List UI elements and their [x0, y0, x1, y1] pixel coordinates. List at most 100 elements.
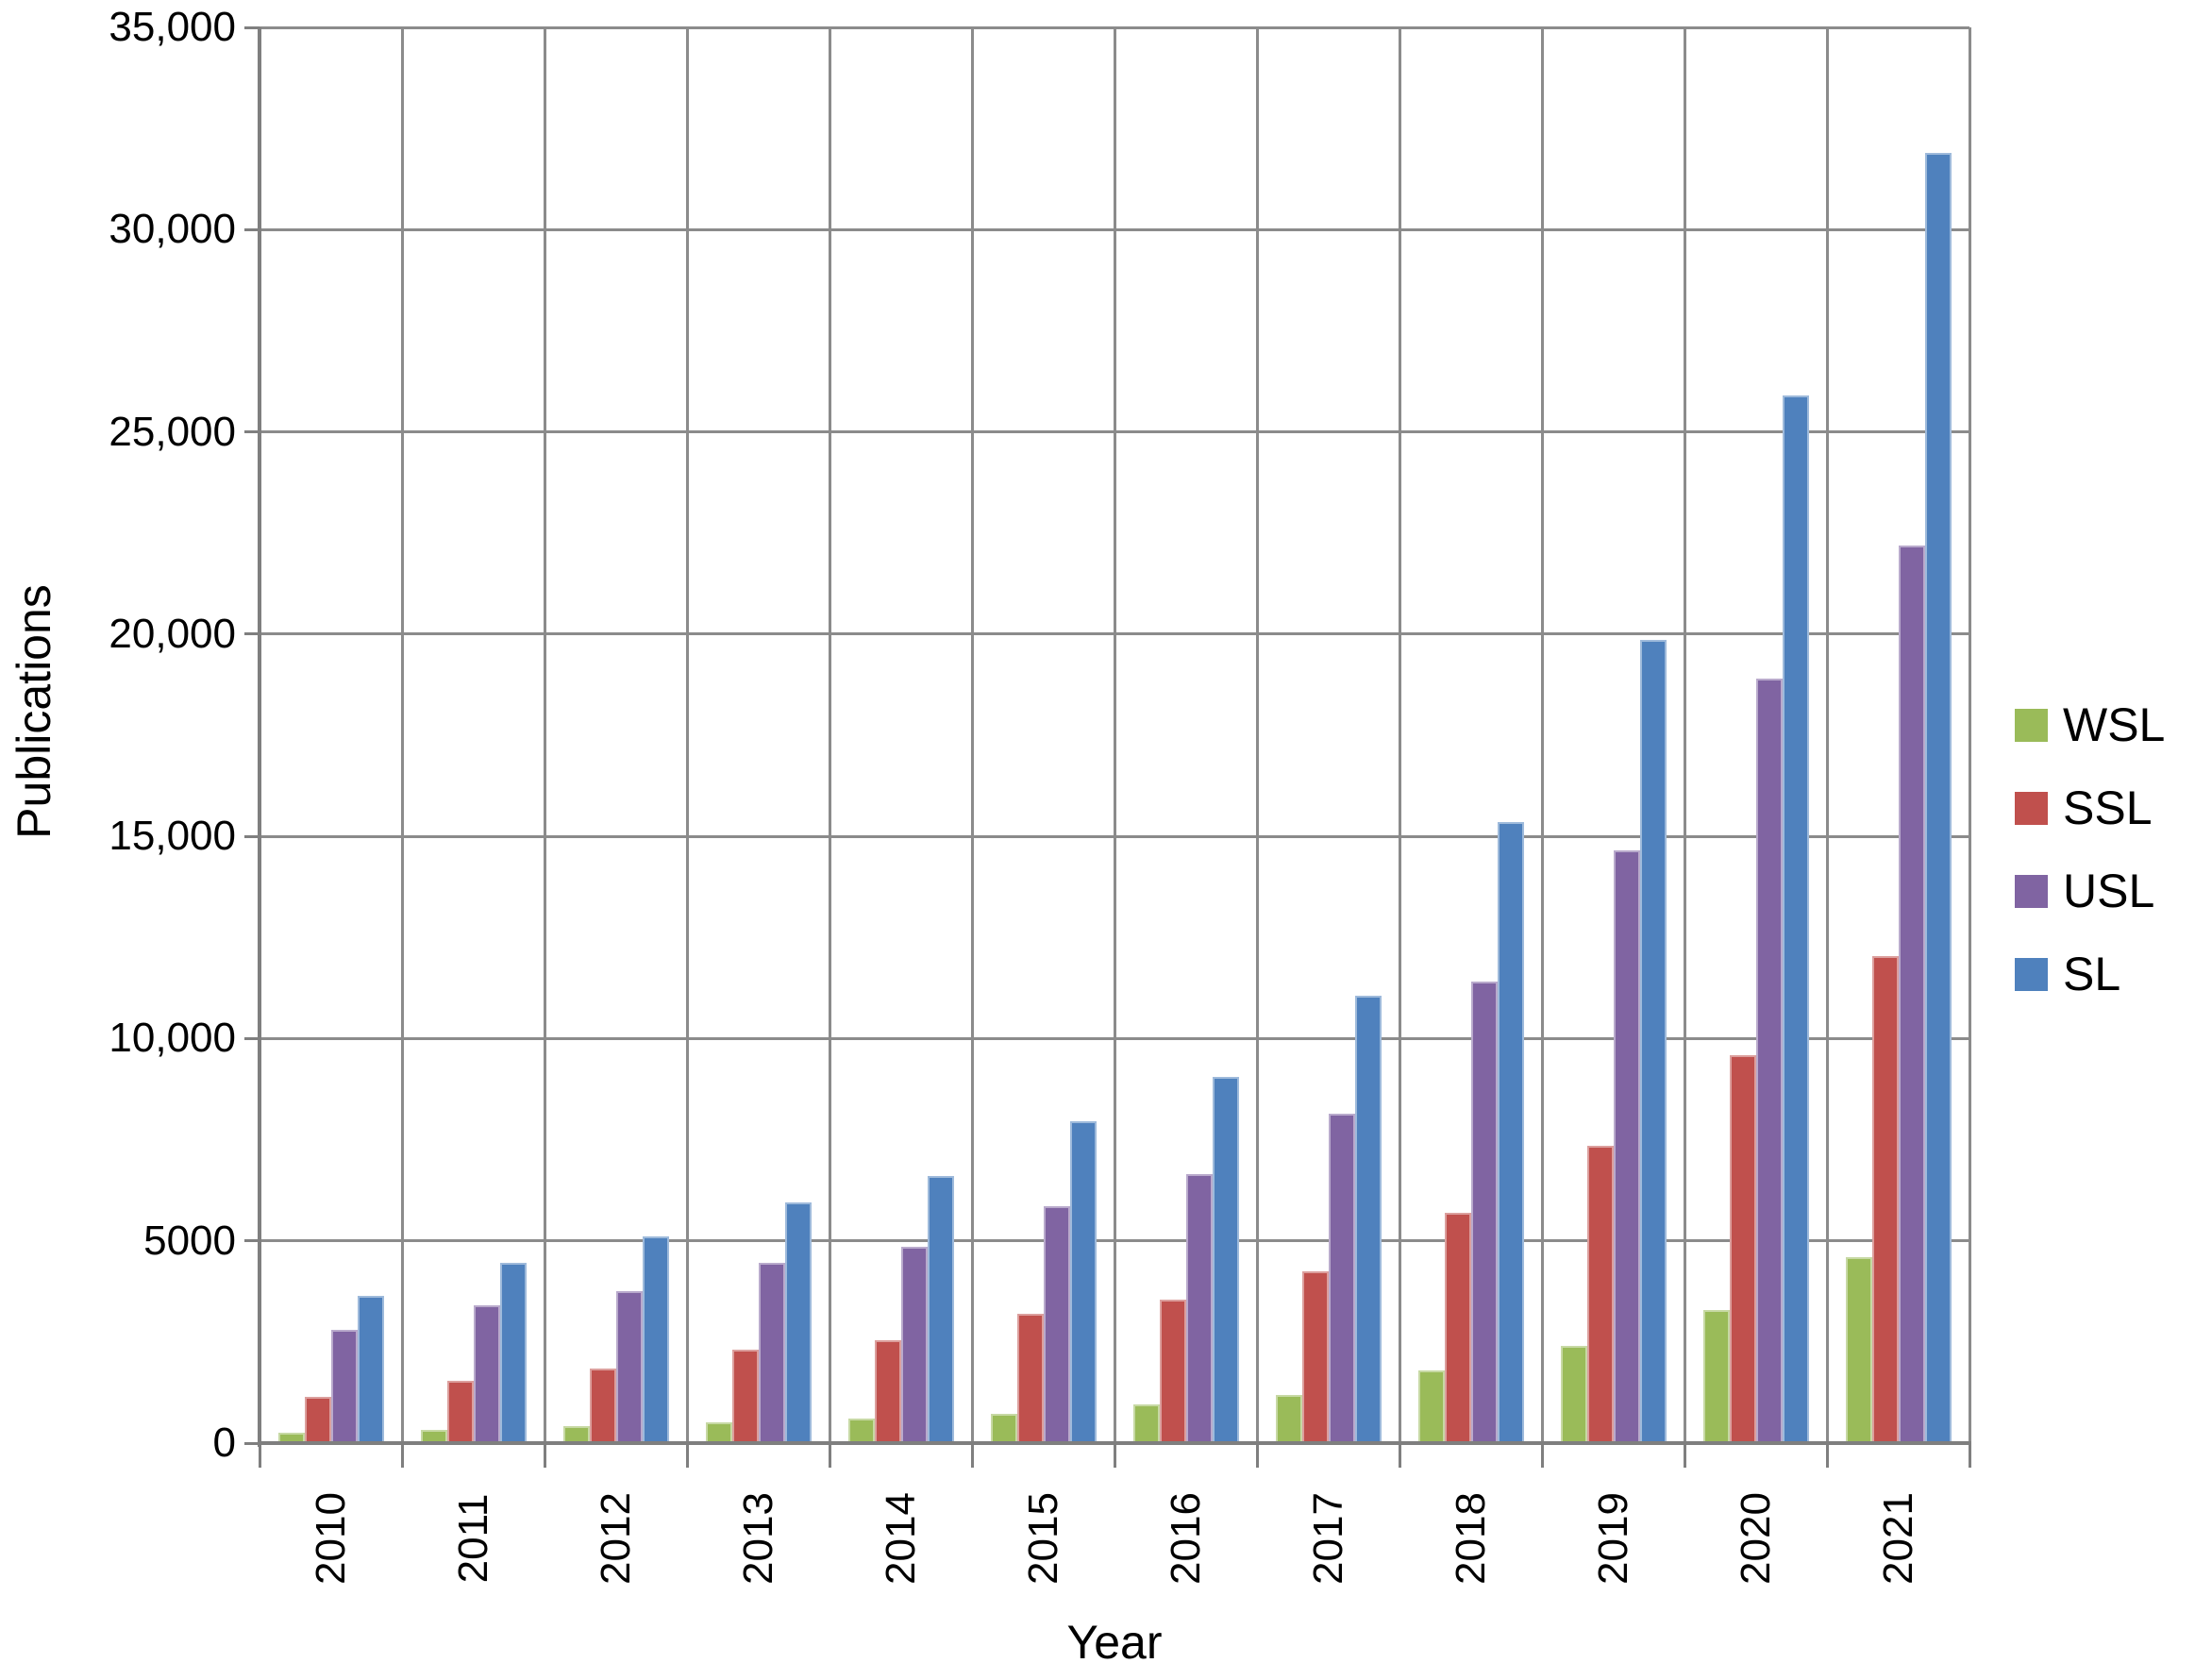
x-tick-9	[1540, 1443, 1544, 1468]
x-tick-2	[543, 1443, 546, 1468]
gridline-v-5	[970, 27, 974, 1443]
bar-usl-2010	[330, 1330, 358, 1443]
y-tick-5000	[244, 1239, 260, 1243]
x-axis-line	[258, 1441, 1971, 1445]
bar-ssl-2015	[1016, 1313, 1044, 1443]
x-axis-title: Year	[1066, 1616, 1163, 1669]
x-tick-1	[400, 1443, 404, 1468]
bar-wsl-2019	[1560, 1346, 1587, 1443]
x-tick-8	[1398, 1443, 1401, 1468]
y-tick-15000	[244, 834, 260, 838]
y-tick-10000	[244, 1036, 260, 1040]
y-axis-title: Publications	[8, 584, 60, 839]
bar-ssl-2021	[1871, 955, 1899, 1443]
bar-ssl-2014	[874, 1339, 901, 1443]
bar-ssl-2016	[1159, 1299, 1186, 1443]
legend-marker-wsl-icon	[2015, 708, 2048, 742]
bar-sl-2013	[784, 1202, 812, 1443]
bar-sl-2019	[1639, 640, 1667, 1443]
bar-wsl-2016	[1132, 1404, 1160, 1443]
bar-usl-2016	[1185, 1174, 1213, 1443]
x-tick-11	[1825, 1443, 1829, 1468]
bar-ssl-2012	[589, 1368, 616, 1443]
y-tick-label: 30,000	[109, 206, 236, 253]
legend-item-usl: USL	[2015, 865, 2165, 917]
y-tick-label: 10,000	[109, 1015, 236, 1062]
y-tick-35000	[244, 25, 260, 29]
gridline-v-7	[1255, 27, 1259, 1443]
legend-label-ssl: SSL	[2063, 781, 2153, 834]
bar-ssl-2018	[1444, 1212, 1471, 1443]
legend-marker-sl-icon	[2015, 957, 2048, 991]
y-tick-20000	[244, 632, 260, 636]
legend-item-sl: SL	[2015, 950, 2165, 998]
x-tick-label-2017: 2017	[1304, 1492, 1351, 1585]
gridline-v-10	[1683, 27, 1686, 1443]
bar-usl-2017	[1328, 1113, 1355, 1443]
bar-sl-2016	[1212, 1077, 1239, 1443]
y-tick-label: 5000	[143, 1217, 236, 1264]
x-tick-label-2021: 2021	[1874, 1492, 1921, 1585]
y-tick-label: 15,000	[109, 813, 236, 860]
bar-sl-2021	[1924, 152, 1952, 1443]
x-tick-12	[1968, 1443, 1971, 1468]
legend-item-ssl: SSL	[2015, 781, 2165, 834]
y-tick-label: 0	[212, 1420, 236, 1466]
bar-wsl-2021	[1845, 1256, 1872, 1443]
x-tick-label-2014: 2014	[877, 1492, 924, 1585]
bar-wsl-2015	[990, 1413, 1017, 1443]
y-tick-30000	[244, 227, 260, 231]
bar-wsl-2018	[1417, 1369, 1445, 1443]
y-tick-25000	[244, 430, 260, 434]
y-tick-0	[244, 1441, 260, 1445]
legend-label-usl: USL	[2063, 865, 2155, 917]
legend-item-wsl: WSL	[2015, 698, 2166, 751]
gridline-v-2	[543, 27, 546, 1443]
x-tick-label-2016: 2016	[1162, 1492, 1209, 1585]
bar-usl-2011	[473, 1305, 500, 1443]
gridline-v-4	[828, 27, 831, 1443]
gridline-v-9	[1540, 27, 1544, 1443]
x-tick-label-2011: 2011	[449, 1493, 496, 1584]
gridline-v-3	[685, 27, 689, 1443]
x-tick-4	[828, 1443, 831, 1468]
bar-ssl-2019	[1586, 1146, 1614, 1443]
legend: WSL SSL USL SL	[2015, 698, 2166, 1038]
bar-usl-2013	[758, 1263, 785, 1443]
x-tick-label-2012: 2012	[592, 1492, 639, 1585]
bar-usl-2019	[1613, 850, 1640, 1443]
x-tick-3	[685, 1443, 689, 1468]
bar-wsl-2012	[562, 1425, 590, 1443]
bar-wsl-2014	[847, 1419, 875, 1443]
bar-sl-2014	[927, 1176, 954, 1443]
bar-sl-2011	[499, 1263, 527, 1443]
bar-ssl-2020	[1729, 1054, 1756, 1443]
bar-sl-2015	[1069, 1121, 1097, 1443]
gridline-v-6	[1113, 27, 1116, 1443]
bar-sl-2020	[1782, 395, 1809, 1443]
bar-wsl-2010	[277, 1433, 305, 1443]
bar-sl-2012	[642, 1236, 669, 1443]
x-tick-label-2013: 2013	[734, 1492, 781, 1585]
legend-marker-usl-icon	[2015, 874, 2048, 908]
y-tick-label: 25,000	[109, 408, 236, 455]
bar-usl-2012	[615, 1291, 643, 1443]
bar-usl-2015	[1043, 1206, 1070, 1443]
x-tick-label-2015: 2015	[1019, 1492, 1066, 1585]
legend-label-wsl: WSL	[2063, 698, 2166, 751]
x-tick-0	[258, 1443, 261, 1468]
gridline-v-11	[1825, 27, 1829, 1443]
bar-usl-2014	[900, 1247, 928, 1443]
x-tick-label-2010: 2010	[307, 1492, 354, 1585]
x-tick-label-2018: 2018	[1447, 1492, 1494, 1585]
bar-ssl-2017	[1301, 1270, 1329, 1443]
x-tick-label-2020: 2020	[1732, 1492, 1779, 1585]
bar-wsl-2011	[420, 1429, 447, 1443]
bar-usl-2021	[1898, 545, 1925, 1443]
y-axis-line	[258, 27, 261, 1447]
legend-marker-ssl-icon	[2015, 791, 2048, 825]
bar-sl-2010	[357, 1295, 384, 1443]
y-tick-label: 35,000	[109, 4, 236, 50]
bar-wsl-2013	[705, 1422, 732, 1443]
